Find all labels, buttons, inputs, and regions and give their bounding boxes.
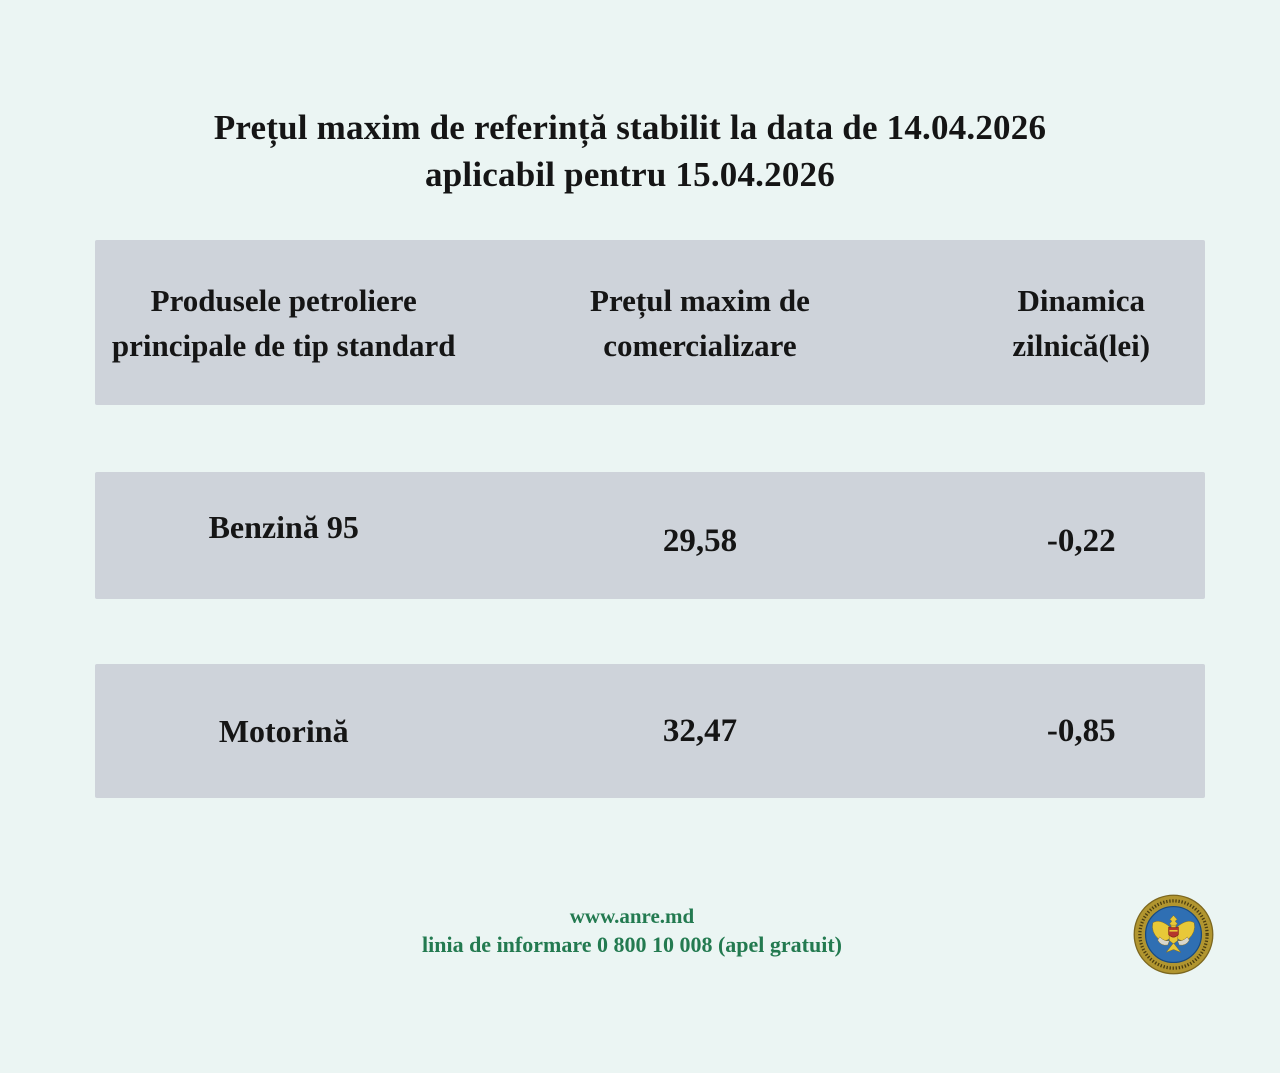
table-row-benzina-95: Benzină 95 29,58 -0,22 — [95, 472, 1205, 599]
info-line-text: linia de informare 0 800 10 008 (apel gr… — [422, 932, 842, 957]
header-products-column: Produsele petroliere principale de tip s… — [95, 240, 472, 405]
table-row-motorina: Motorină 32,47 -0,85 — [95, 664, 1205, 798]
daily-dynamic-value: -0,85 — [1046, 712, 1116, 749]
anre-moldova-emblem-icon — [1133, 894, 1214, 975]
product-name: Motorină — [218, 712, 349, 749]
max-price-value: 29,58 — [662, 523, 738, 559]
header-max-price-label: Prețul maxim de comercializare — [590, 282, 810, 363]
daily-dynamic-value: -0,22 — [1046, 523, 1116, 559]
max-price-value: 32,47 — [662, 712, 738, 749]
header-daily-dynamic-label: Dinamica zilnică(lei) — [1012, 282, 1151, 363]
footer: www.anre.md linia de informare 0 800 10 … — [0, 903, 1264, 961]
header-products-label: Produsele petroliere principale de tip s… — [111, 282, 456, 363]
page-title: Prețul maxim de referință stabilit la da… — [0, 104, 1260, 198]
website-text: www.anre.md — [569, 904, 695, 928]
header-daily-dynamic-column: Dinamica zilnică(lei) — [927, 240, 1205, 405]
header-max-price-column: Prețul maxim de comercializare — [472, 240, 927, 405]
title-line-2: aplicabil pentru 15.04.2026 — [425, 155, 835, 194]
title-line-1: Prețul maxim de referință stabilit la da… — [213, 108, 1047, 147]
table-header-row: Produsele petroliere principale de tip s… — [95, 240, 1205, 405]
product-name: Benzină 95 — [208, 509, 359, 545]
